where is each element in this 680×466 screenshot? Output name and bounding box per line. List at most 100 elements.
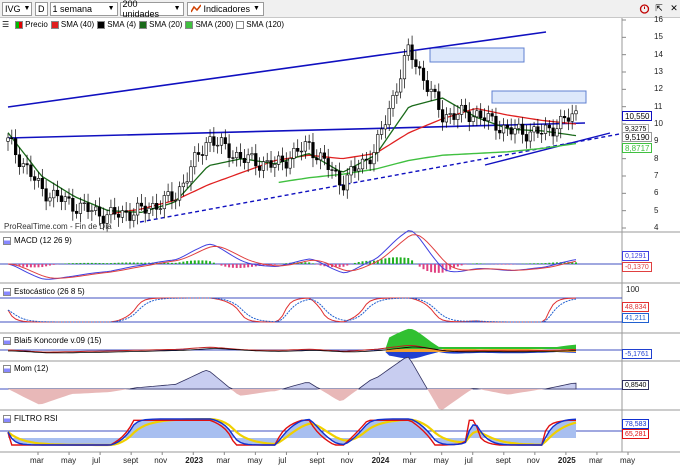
rsi-filter-label[interactable]: FILTRO RSI bbox=[3, 414, 57, 423]
candle-body bbox=[25, 163, 29, 166]
macd-histogram-bar bbox=[106, 263, 109, 264]
macd-histogram-bar bbox=[136, 262, 139, 264]
expand-icon[interactable]: ⇱ bbox=[655, 3, 663, 13]
momentum-value-tag: 0,8540 bbox=[622, 380, 650, 390]
macd-histogram-bar bbox=[132, 262, 135, 264]
macd-histogram-bar bbox=[555, 262, 558, 264]
price-tick-label: 14 bbox=[654, 49, 663, 59]
trendline-channel[interactable] bbox=[484, 132, 611, 166]
macd-histogram-bar bbox=[67, 263, 70, 264]
legend-sma200-label: SMA (200) bbox=[195, 20, 234, 29]
candle-body bbox=[353, 166, 357, 172]
timeframe-select[interactable]: 1 semana ▼ bbox=[49, 1, 118, 16]
panel-menu-icon[interactable] bbox=[3, 364, 11, 373]
macd-histogram-bar bbox=[571, 262, 574, 264]
macd-histogram-bar bbox=[403, 257, 406, 264]
candle-body bbox=[166, 191, 170, 196]
price-tick-label: 10 bbox=[654, 119, 663, 128]
candle-body bbox=[181, 182, 185, 188]
macd-histogram-bar bbox=[369, 260, 372, 264]
macd-histogram-bar bbox=[182, 261, 185, 264]
candle-body bbox=[170, 191, 174, 202]
stochastic-k-tag: 48,834 bbox=[622, 302, 650, 312]
macd-histogram-bar bbox=[178, 262, 181, 264]
ticker-select[interactable]: IVG ▼ bbox=[2, 1, 32, 16]
candle-body bbox=[334, 169, 338, 172]
indicators-icon bbox=[190, 4, 201, 13]
panel-menu-icon[interactable] bbox=[3, 414, 11, 423]
price-legend: ☰ Precio SMA (40) SMA (4) SMA (20) SMA (… bbox=[2, 19, 287, 30]
koncorde-panel[interactable] bbox=[7, 328, 577, 359]
stochastic-d-tag: 41,211 bbox=[622, 313, 649, 323]
macd-histogram-bar bbox=[437, 264, 440, 273]
candle-body bbox=[448, 113, 452, 115]
macd-histogram-bar bbox=[79, 262, 82, 264]
close-icon[interactable]: ✕ bbox=[670, 3, 678, 13]
macd-panel[interactable] bbox=[7, 230, 577, 280]
stochastic-label[interactable]: Estocástico (26 8 5) bbox=[3, 287, 85, 296]
macd-histogram-bar bbox=[18, 264, 21, 267]
momentum-label[interactable]: Mom (12) bbox=[3, 364, 48, 373]
trendline-mid[interactable] bbox=[7, 122, 586, 139]
hamburger-icon[interactable]: ☰ bbox=[2, 20, 10, 29]
price-tick-label: 15 bbox=[654, 32, 663, 42]
period-code-button[interactable]: D bbox=[35, 1, 48, 16]
candle-body bbox=[303, 141, 307, 152]
macd-histogram-bar bbox=[395, 257, 398, 264]
candle-body bbox=[543, 124, 548, 134]
momentum-panel[interactable] bbox=[8, 356, 577, 410]
time-tick-label: may bbox=[247, 456, 263, 465]
stochastic-label-text: Estocástico (26 8 5) bbox=[14, 287, 85, 296]
units-select[interactable]: 200 unidades ▼ bbox=[119, 0, 184, 19]
macd-label[interactable]: MACD (12 26 9) bbox=[3, 236, 72, 245]
candle-body bbox=[48, 197, 52, 202]
stochastic-panel[interactable] bbox=[7, 297, 577, 323]
macd-histogram-bar bbox=[456, 264, 459, 267]
candle-body bbox=[341, 184, 346, 191]
koncorde-label-text: Blai5 Koncorde v.09 (15) bbox=[14, 336, 102, 345]
legend-sma20[interactable]: SMA (20) bbox=[139, 20, 182, 29]
panel-menu-icon[interactable] bbox=[3, 336, 11, 345]
time-tick-label: nov bbox=[526, 456, 540, 465]
legend-sma120[interactable]: SMA (120) bbox=[236, 20, 284, 29]
target-zone-box bbox=[491, 90, 587, 104]
macd-histogram-bar bbox=[327, 264, 330, 267]
macd-histogram-bar bbox=[407, 258, 410, 264]
legend-sma200[interactable]: SMA (200) bbox=[185, 20, 233, 29]
macd-histogram-bar bbox=[502, 264, 505, 265]
macd-histogram-bar bbox=[71, 263, 74, 264]
panel-menu-icon[interactable] bbox=[3, 236, 11, 245]
candle-body bbox=[90, 210, 94, 212]
legend-sma4[interactable]: SMA (4) bbox=[97, 20, 136, 29]
koncorde-label[interactable]: Blai5 Koncorde v.09 (15) bbox=[3, 336, 101, 345]
legend-price[interactable]: Precio bbox=[15, 20, 48, 29]
legend-menu[interactable]: ☰ bbox=[2, 20, 12, 29]
candle-body bbox=[193, 152, 197, 168]
rsi-filter-panel[interactable] bbox=[7, 418, 577, 447]
macd-histogram-bar bbox=[353, 262, 356, 264]
candle-body bbox=[71, 198, 75, 212]
macd-histogram-bar bbox=[170, 262, 173, 264]
candle-body bbox=[109, 207, 113, 216]
macd-value-tag: 0,1291 bbox=[622, 251, 650, 261]
candle-body bbox=[456, 114, 460, 120]
panel-menu-icon[interactable] bbox=[3, 287, 11, 296]
indicators-button[interactable]: Indicadores ▼ bbox=[186, 1, 264, 16]
candle-body bbox=[475, 110, 479, 118]
candle-body bbox=[113, 207, 117, 215]
macd-histogram-bar bbox=[342, 264, 345, 267]
legend-sma40[interactable]: SMA (40) bbox=[50, 20, 94, 29]
candle-body bbox=[33, 176, 37, 181]
koncorde-value-tag: -5,1761 bbox=[622, 349, 652, 359]
price-tick-label: 6 bbox=[654, 188, 659, 198]
macd-histogram-bar bbox=[346, 264, 349, 266]
momentum-label-text: Mom (12) bbox=[14, 364, 49, 373]
price-tick-label: 8 bbox=[654, 153, 659, 163]
trendline-upper[interactable] bbox=[7, 31, 547, 108]
alarm-icon[interactable] bbox=[638, 3, 650, 15]
price-tick-label: 12 bbox=[654, 84, 663, 94]
candle-body bbox=[257, 165, 262, 171]
time-tick-label: may bbox=[433, 456, 449, 465]
price-panel[interactable] bbox=[6, 31, 637, 232]
